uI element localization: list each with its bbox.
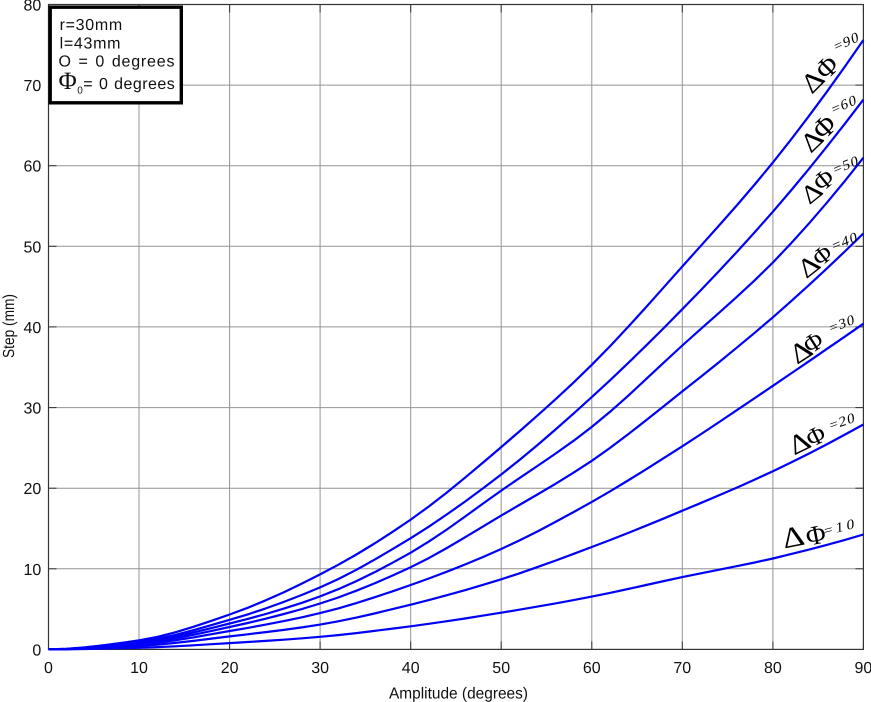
svg-text:80: 80 bbox=[24, 0, 42, 15]
svg-text:70: 70 bbox=[673, 660, 691, 677]
svg-text:0: 0 bbox=[44, 660, 53, 677]
svg-text:0: 0 bbox=[32, 642, 41, 659]
svg-text:Φ0= 0 degrees: Φ0= 0 degrees bbox=[59, 68, 176, 97]
svg-text:60: 60 bbox=[583, 660, 601, 677]
svg-text:30: 30 bbox=[24, 401, 42, 418]
svg-text:=10: =10 bbox=[824, 516, 858, 540]
svg-text:=90: =90 bbox=[833, 29, 861, 56]
svg-text:70: 70 bbox=[24, 78, 42, 95]
svg-text:30: 30 bbox=[311, 660, 329, 677]
svg-text:=60: =60 bbox=[831, 92, 859, 118]
svg-text:10: 10 bbox=[130, 660, 148, 677]
svg-text:10: 10 bbox=[24, 562, 42, 579]
svg-text:60: 60 bbox=[24, 159, 42, 176]
svg-text:90: 90 bbox=[855, 660, 871, 677]
svg-text:40: 40 bbox=[24, 320, 42, 337]
svg-text:O = 0 degrees: O = 0 degrees bbox=[59, 54, 176, 71]
svg-text:20: 20 bbox=[24, 481, 42, 498]
svg-text:l=43mm: l=43mm bbox=[60, 35, 122, 52]
svg-text:r=30mm: r=30mm bbox=[60, 17, 123, 34]
svg-text:=30: =30 bbox=[829, 312, 857, 337]
svg-text:50: 50 bbox=[492, 660, 510, 677]
svg-text:=50: =50 bbox=[832, 153, 860, 179]
svg-text:50: 50 bbox=[24, 239, 42, 256]
svg-text:40: 40 bbox=[402, 660, 420, 677]
svg-text:Amplitude (degrees): Amplitude (degrees) bbox=[389, 686, 528, 702]
svg-text:20: 20 bbox=[221, 660, 239, 677]
svg-text:Step (mm): Step (mm) bbox=[1, 294, 18, 358]
svg-text:80: 80 bbox=[764, 660, 782, 677]
